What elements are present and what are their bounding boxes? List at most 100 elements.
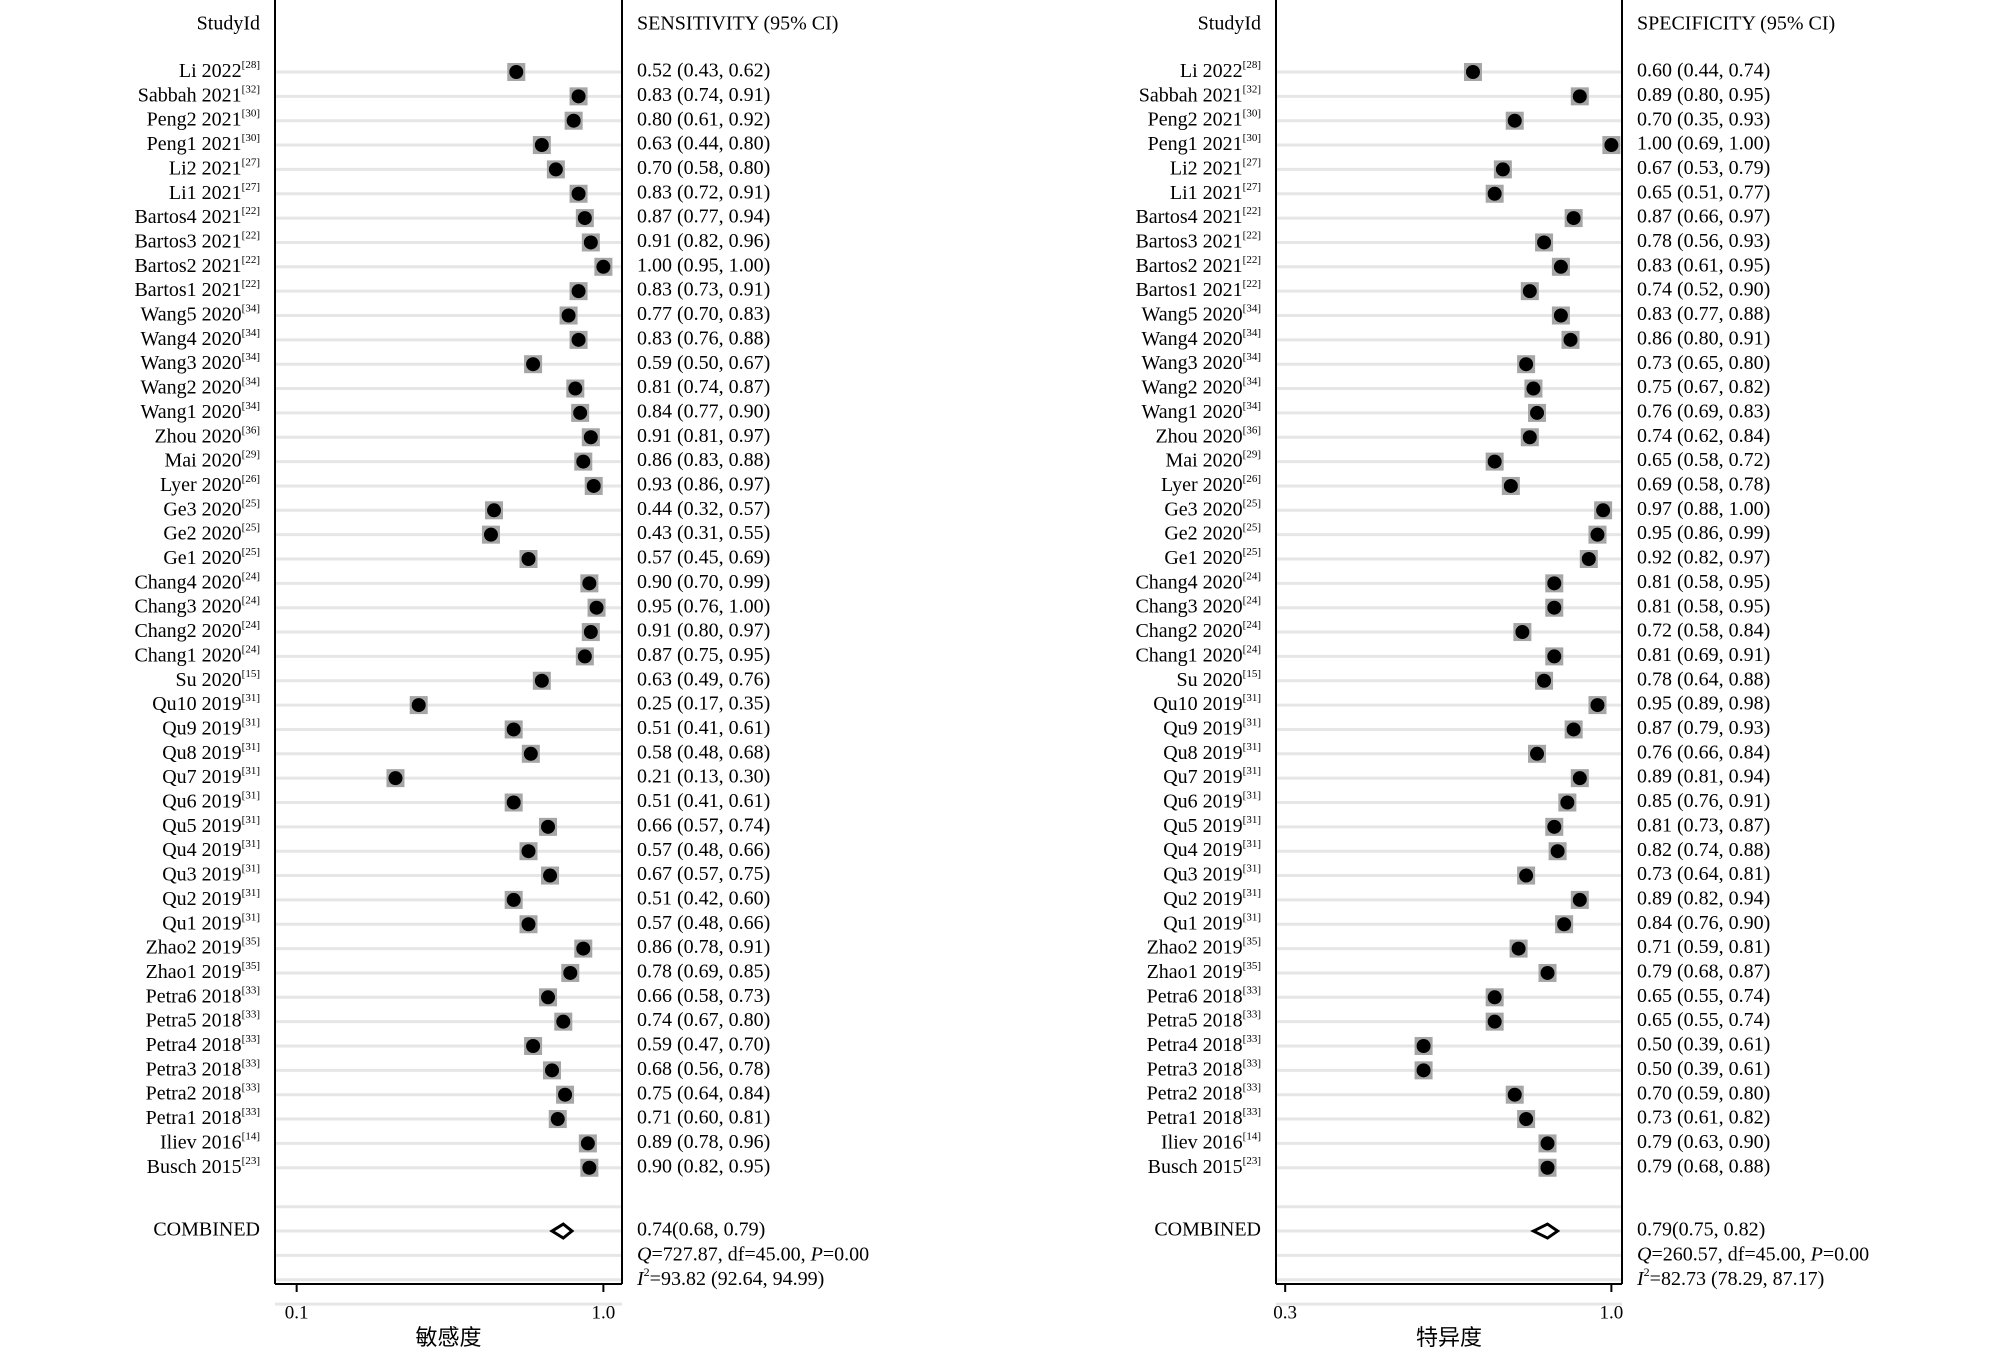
study-name: Petra1 2018 bbox=[1147, 1107, 1243, 1129]
study-name: Iliev 2016 bbox=[1161, 1131, 1243, 1153]
study-point-estimate bbox=[571, 332, 586, 347]
study-label: Peng1 2021[30] bbox=[147, 132, 260, 155]
study-point-estimate bbox=[1537, 673, 1552, 688]
study-name: Li1 2021 bbox=[169, 181, 242, 203]
study-name: Qu9 2019 bbox=[1163, 717, 1242, 739]
study-name: Chang3 2020 bbox=[134, 595, 241, 617]
study-ci-value: 0.70 (0.35, 0.93) bbox=[1637, 108, 1770, 130]
study-name: Petra4 2018 bbox=[1147, 1034, 1243, 1056]
study-point-estimate bbox=[521, 844, 536, 859]
study-row: Chang4 2020[24] 0.81 (0.58, 0.95) bbox=[1135, 570, 1770, 593]
study-row: Chang1 2020[24] 0.81 (0.69, 0.91) bbox=[1135, 643, 1770, 666]
study-point-estimate bbox=[1540, 1160, 1555, 1175]
study-reference: [35] bbox=[1243, 935, 1261, 947]
study-name: Peng2 2021 bbox=[1148, 108, 1243, 130]
study-ci-value: 0.91 (0.81, 0.97) bbox=[637, 425, 770, 447]
study-name: Ge3 2020 bbox=[163, 498, 241, 520]
study-row: Chang3 2020[24] 0.95 (0.76, 1.00) bbox=[134, 594, 770, 617]
study-row: Mai 2020[29] 0.65 (0.58, 0.72) bbox=[1165, 448, 1770, 471]
study-label: Bartos4 2021[22] bbox=[134, 205, 260, 228]
study-reference: [31] bbox=[1243, 740, 1261, 752]
study-ci-value: 0.87 (0.75, 0.95) bbox=[637, 644, 770, 666]
study-row: Qu1 2019[31] 0.84 (0.76, 0.90) bbox=[1163, 911, 1770, 934]
study-label: Ge1 2020[25] bbox=[163, 546, 260, 569]
study-row: Mai 2020[29] 0.86 (0.83, 0.88) bbox=[164, 448, 770, 471]
study-point-estimate bbox=[1553, 259, 1568, 274]
study-label: Qu9 2019[31] bbox=[162, 716, 260, 739]
study-label: Mai 2020[29] bbox=[164, 448, 260, 471]
study-reference: [27] bbox=[1243, 156, 1261, 168]
study-reference: [34] bbox=[242, 351, 260, 363]
study-label: Wang1 2020[34] bbox=[1142, 399, 1261, 422]
study-row: Qu3 2019[31] 0.67 (0.57, 0.75) bbox=[162, 862, 770, 885]
study-label: Zhou 2020[36] bbox=[154, 424, 260, 447]
study-point-estimate bbox=[388, 771, 403, 786]
study-row: Wang5 2020[34] 0.83 (0.77, 0.88) bbox=[1142, 302, 1771, 325]
study-row: Lyer 2020[26] 0.93 (0.86, 0.97) bbox=[160, 472, 770, 495]
q-value-df: =260.57, df=45.00, bbox=[1651, 1243, 1810, 1265]
study-ci-value: 0.57 (0.45, 0.69) bbox=[637, 547, 770, 569]
study-row: Ge3 2020[25] 0.97 (0.88, 1.00) bbox=[1164, 497, 1770, 520]
study-name: Wang4 2020 bbox=[1142, 327, 1243, 349]
study-row: Bartos2 2021[22] 0.83 (0.61, 0.95) bbox=[1135, 253, 1770, 276]
study-reference: [34] bbox=[1243, 375, 1261, 387]
specificity-forest-panel: StudyId SPECIFICITY (95% CI) Li 2022[28] 0.… bbox=[1135, 0, 1869, 1350]
study-point-estimate bbox=[1572, 771, 1587, 786]
study-name: Qu3 2019 bbox=[1163, 863, 1242, 885]
study-label: Petra1 2018[33] bbox=[1147, 1106, 1261, 1129]
study-point-estimate bbox=[1522, 430, 1537, 445]
study-point-estimate bbox=[1553, 308, 1568, 323]
study-row: Petra5 2018[33] 0.65 (0.55, 0.74) bbox=[1147, 1008, 1771, 1031]
study-point-estimate bbox=[534, 138, 549, 153]
study-row: Wang5 2020[34] 0.77 (0.70, 0.83) bbox=[141, 302, 771, 325]
study-label: Ge1 2020[25] bbox=[1164, 546, 1261, 569]
study-ci-value: 0.86 (0.78, 0.91) bbox=[637, 936, 770, 958]
study-name: Qu9 2019 bbox=[162, 717, 241, 739]
study-label: Bartos2 2021[22] bbox=[134, 253, 260, 276]
study-row: Petra2 2018[33] 0.70 (0.59, 0.80) bbox=[1147, 1081, 1771, 1104]
study-reference: [26] bbox=[1243, 472, 1261, 484]
study-label: Ge3 2020[25] bbox=[163, 497, 260, 520]
i2-value: =82.73 (78.29, 87.17) bbox=[1650, 1267, 1825, 1289]
study-row: Peng1 2021[30] 0.63 (0.44, 0.80) bbox=[147, 132, 771, 155]
gridlines bbox=[275, 70, 622, 1306]
study-name: Chang2 2020 bbox=[134, 620, 241, 642]
study-ci-value: 0.87 (0.79, 0.93) bbox=[1637, 717, 1770, 739]
study-row: Qu5 2019[31] 0.81 (0.73, 0.87) bbox=[1163, 813, 1770, 836]
study-reference: [34] bbox=[242, 302, 260, 314]
study-ci-value: 0.91 (0.80, 0.97) bbox=[637, 620, 770, 642]
study-point-estimate bbox=[1566, 211, 1581, 226]
study-label: Wang1 2020[34] bbox=[141, 399, 260, 422]
study-label: Chang3 2020[24] bbox=[134, 594, 260, 617]
study-reference: [34] bbox=[1243, 302, 1261, 314]
study-label: Su 2020[15] bbox=[176, 667, 260, 690]
study-ci-value: 0.95 (0.86, 0.99) bbox=[1637, 522, 1770, 544]
study-name: Chang1 2020 bbox=[1135, 644, 1242, 666]
study-reference: [33] bbox=[1243, 984, 1261, 996]
study-label: Bartos3 2021[22] bbox=[1135, 229, 1261, 252]
study-name: Busch 2015 bbox=[147, 1155, 242, 1177]
study-point-estimate bbox=[1547, 576, 1562, 591]
study-ci-value: 0.70 (0.59, 0.80) bbox=[1637, 1082, 1770, 1104]
study-point-estimate bbox=[1519, 1112, 1534, 1127]
study-reference: [22] bbox=[1243, 229, 1261, 241]
study-row: Li1 2021[27] 0.83 (0.72, 0.91) bbox=[169, 180, 770, 203]
study-name: Bartos3 2021 bbox=[1135, 230, 1242, 252]
study-label: Peng1 2021[30] bbox=[1148, 132, 1261, 155]
study-reference: [33] bbox=[242, 1008, 260, 1020]
study-label: Chang2 2020[24] bbox=[134, 619, 260, 642]
study-name: Bartos1 2021 bbox=[1135, 279, 1242, 301]
study-point-estimate bbox=[1530, 746, 1545, 761]
study-row: Li 2022[28] 0.52 (0.43, 0.62) bbox=[179, 59, 770, 82]
study-label: Qu9 2019[31] bbox=[1163, 716, 1261, 739]
study-point-estimate bbox=[506, 722, 521, 737]
study-row: Petra5 2018[33] 0.74 (0.67, 0.80) bbox=[146, 1008, 771, 1031]
study-label: Zhao2 2019[35] bbox=[146, 935, 260, 958]
study-name: Wang5 2020 bbox=[141, 303, 242, 325]
study-point-estimate bbox=[550, 1112, 565, 1127]
study-name: Zhao1 2019 bbox=[146, 961, 242, 983]
study-name: Mai 2020 bbox=[1165, 449, 1242, 471]
study-reference: [24] bbox=[1243, 619, 1261, 631]
study-label: Qu10 2019[31] bbox=[1153, 692, 1261, 715]
x-tick-label: 1.0 bbox=[592, 1302, 616, 1323]
